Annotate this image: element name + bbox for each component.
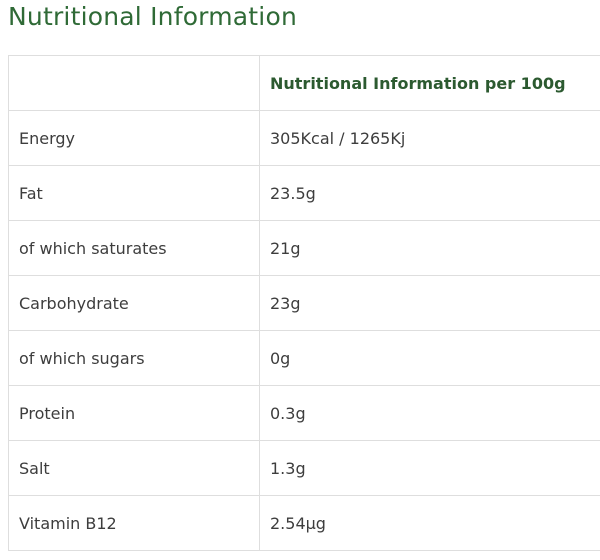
nutrient-name: Energy <box>8 110 260 166</box>
table-row: Protein 0.3g <box>8 385 600 441</box>
nutrition-table: Nutritional Information per 100g Energy 3… <box>8 55 600 551</box>
title: Nutritional Information <box>8 2 297 31</box>
table-row: of which sugars 0g <box>8 330 600 386</box>
nutrient-name: Fat <box>8 165 260 221</box>
nutrient-value: 0.3g <box>259 385 600 441</box>
table-head: Nutritional Information per 100g <box>8 55 600 111</box>
table-row: Salt 1.3g <box>8 440 600 496</box>
column-header: Nutritional Information per 100g <box>259 55 600 111</box>
nutrient-name: Salt <box>8 440 260 496</box>
nutrient-name: Protein <box>8 385 260 441</box>
nutrient-name: Carbohydrate <box>8 275 260 331</box>
nutrient-value: 21g <box>259 220 600 276</box>
nutrient-value: 2.54µg <box>259 495 600 551</box>
table-body: Energy 305Kcal / 1265Kj Fat 23.5g of which s… <box>8 110 600 551</box>
nutrient-name: of which sugars <box>8 330 260 386</box>
table-row: Carbohydrate 23g <box>8 275 600 331</box>
nutrient-value: 305Kcal / 1265Kj <box>259 110 600 166</box>
nutrient-name: of which saturates <box>8 220 260 276</box>
nutrient-value: 1.3g <box>259 440 600 496</box>
table-row: Energy 305Kcal / 1265Kj <box>8 110 600 166</box>
nutrient-value: 23g <box>259 275 600 331</box>
empty-header-cell <box>8 55 260 111</box>
table-row: Vitamin B12 2.54µg <box>8 495 600 551</box>
nutrient-name: Vitamin B12 <box>8 495 260 551</box>
table-row: of which saturates 21g <box>8 220 600 276</box>
table-row: Fat 23.5g <box>8 165 600 221</box>
nutrient-value: 0g <box>259 330 600 386</box>
header-row: Nutritional Information per 100g <box>8 55 600 111</box>
nutrient-value: 23.5g <box>259 165 600 221</box>
